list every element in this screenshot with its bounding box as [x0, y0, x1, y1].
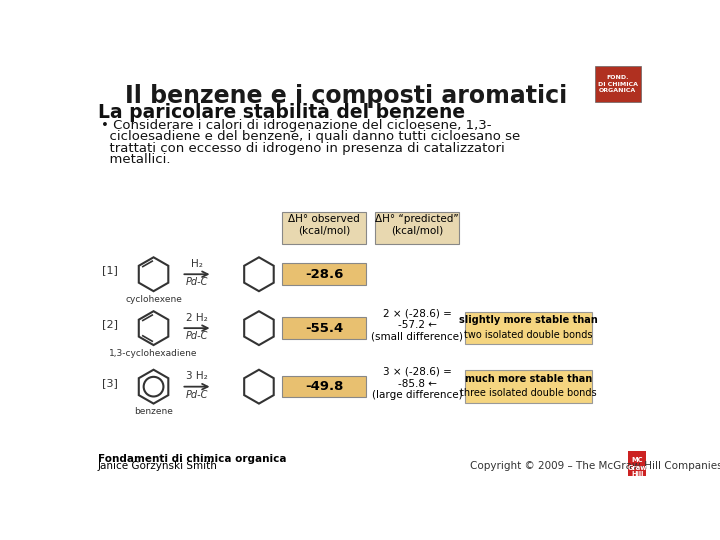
Text: [1]: [1]	[102, 265, 118, 275]
Text: 2 H₂: 2 H₂	[186, 313, 208, 323]
Text: Fondamenti di chimica organica: Fondamenti di chimica organica	[98, 454, 287, 464]
Text: Pd-C: Pd-C	[186, 278, 208, 287]
Text: MC
Graw
Hill: MC Graw Hill	[627, 457, 647, 477]
Text: -28.6: -28.6	[305, 268, 343, 281]
Text: Copyright © 2009 – The McGraw-Hill Companies srl: Copyright © 2009 – The McGraw-Hill Compa…	[469, 461, 720, 471]
Text: Janice Gorzynski Smith: Janice Gorzynski Smith	[98, 461, 217, 471]
Text: cyclohexene: cyclohexene	[125, 295, 182, 304]
FancyBboxPatch shape	[465, 312, 593, 345]
Text: [2]: [2]	[102, 319, 118, 329]
Text: three isolated double bonds: three isolated double bonds	[460, 388, 597, 398]
FancyBboxPatch shape	[282, 318, 366, 339]
Text: ΔH° observed
(kcal/mol): ΔH° observed (kcal/mol)	[288, 214, 360, 236]
Text: cicloesadiene e del benzene, i quali danno tutti cicloesano se: cicloesadiene e del benzene, i quali dan…	[101, 130, 520, 143]
Text: 3 H₂: 3 H₂	[186, 372, 208, 381]
Text: Pd-C: Pd-C	[186, 390, 208, 400]
FancyBboxPatch shape	[282, 376, 366, 397]
Text: 3 × (-28.6) =
-85.8 ←
(large difference): 3 × (-28.6) = -85.8 ← (large difference)	[372, 367, 462, 400]
Text: ΔH° “predicted”
(kcal/mol): ΔH° “predicted” (kcal/mol)	[375, 214, 459, 236]
FancyBboxPatch shape	[282, 212, 366, 244]
Text: • Considerare i calori di idrogenazione del cicloesene, 1,3-: • Considerare i calori di idrogenazione …	[101, 119, 491, 132]
FancyBboxPatch shape	[628, 451, 647, 476]
FancyBboxPatch shape	[465, 370, 593, 403]
FancyBboxPatch shape	[375, 212, 459, 244]
Text: Il benzene e i composti aromatici: Il benzene e i composti aromatici	[125, 84, 567, 108]
Text: much more stable than: much more stable than	[465, 374, 593, 383]
Text: FOND.
DI CHIMICA
ORGANICA: FOND. DI CHIMICA ORGANICA	[598, 76, 638, 93]
FancyBboxPatch shape	[595, 66, 641, 102]
Text: metallici.: metallici.	[101, 153, 171, 166]
Text: H₂: H₂	[191, 259, 203, 269]
Text: benzene: benzene	[134, 408, 173, 416]
Text: Pd-C: Pd-C	[186, 331, 208, 341]
Text: trattati con eccesso di idrogeno in presenza di catalizzatori: trattati con eccesso di idrogeno in pres…	[101, 142, 505, 155]
Text: two isolated double bonds: two isolated double bonds	[464, 330, 593, 340]
Text: La paricolare stabilità del benzene: La paricolare stabilità del benzene	[98, 102, 465, 122]
FancyBboxPatch shape	[282, 264, 366, 285]
Text: 2 × (-28.6) =
-57.2 ←
(small difference): 2 × (-28.6) = -57.2 ← (small difference)	[371, 308, 463, 342]
Text: 1,3-cyclohexadiene: 1,3-cyclohexadiene	[109, 349, 198, 358]
Text: -55.4: -55.4	[305, 322, 343, 335]
Text: slightly more stable than: slightly more stable than	[459, 315, 598, 325]
Text: -49.8: -49.8	[305, 380, 343, 393]
Text: [3]: [3]	[102, 378, 118, 388]
